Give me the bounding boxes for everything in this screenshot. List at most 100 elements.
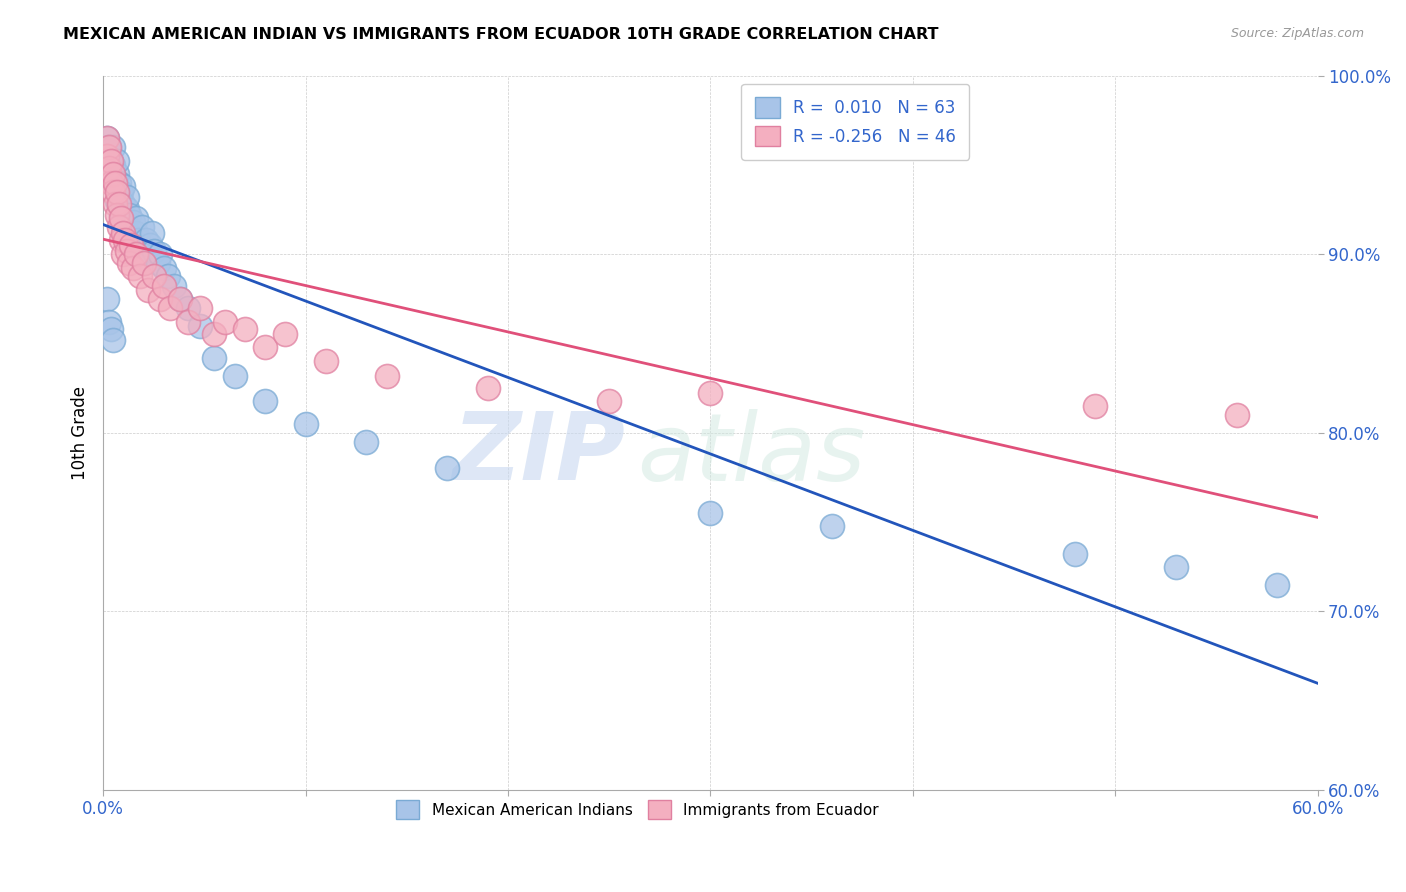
Point bbox=[136, 247, 159, 261]
Point bbox=[114, 211, 136, 226]
Point bbox=[274, 327, 297, 342]
Point bbox=[598, 393, 620, 408]
Point bbox=[1164, 559, 1187, 574]
Point bbox=[141, 226, 163, 240]
Point bbox=[104, 197, 127, 211]
Point bbox=[131, 220, 153, 235]
Y-axis label: 10th Grade: 10th Grade bbox=[72, 385, 89, 480]
Point bbox=[699, 386, 721, 401]
Point bbox=[103, 185, 125, 199]
Point bbox=[112, 247, 135, 261]
Point bbox=[122, 215, 145, 229]
Point bbox=[100, 167, 122, 181]
Point bbox=[233, 322, 256, 336]
Point bbox=[100, 154, 122, 169]
Point bbox=[104, 172, 127, 186]
Point bbox=[114, 226, 136, 240]
Point bbox=[146, 256, 169, 270]
Point bbox=[103, 333, 125, 347]
Point bbox=[112, 179, 135, 194]
Point bbox=[98, 315, 121, 329]
Point bbox=[96, 140, 118, 154]
Point bbox=[138, 238, 160, 252]
Point bbox=[149, 247, 172, 261]
Point bbox=[103, 140, 125, 154]
Point bbox=[121, 229, 143, 244]
Point bbox=[204, 327, 226, 342]
Point bbox=[169, 292, 191, 306]
Point bbox=[118, 256, 141, 270]
Point bbox=[354, 434, 377, 449]
Point bbox=[1084, 399, 1107, 413]
Point bbox=[1063, 547, 1085, 561]
Text: MEXICAN AMERICAN INDIAN VS IMMIGRANTS FROM ECUADOR 10TH GRADE CORRELATION CHART: MEXICAN AMERICAN INDIAN VS IMMIGRANTS FR… bbox=[63, 27, 939, 42]
Point bbox=[159, 301, 181, 315]
Point bbox=[153, 261, 176, 276]
Point bbox=[114, 233, 136, 247]
Point bbox=[122, 261, 145, 276]
Point bbox=[118, 220, 141, 235]
Point bbox=[163, 279, 186, 293]
Text: atlas: atlas bbox=[637, 409, 866, 500]
Point bbox=[177, 315, 200, 329]
Point bbox=[117, 190, 139, 204]
Point bbox=[375, 368, 398, 383]
Point bbox=[118, 208, 141, 222]
Point bbox=[117, 244, 139, 258]
Point bbox=[224, 368, 246, 383]
Point bbox=[110, 233, 132, 247]
Point bbox=[98, 140, 121, 154]
Point bbox=[112, 197, 135, 211]
Point bbox=[315, 354, 337, 368]
Point bbox=[294, 417, 316, 431]
Point bbox=[96, 149, 118, 163]
Point bbox=[108, 197, 131, 211]
Point bbox=[149, 292, 172, 306]
Point bbox=[214, 315, 236, 329]
Point bbox=[142, 268, 165, 283]
Text: ZIP: ZIP bbox=[453, 409, 626, 500]
Point bbox=[105, 208, 128, 222]
Point bbox=[96, 131, 118, 145]
Point bbox=[156, 268, 179, 283]
Point bbox=[127, 233, 149, 247]
Point bbox=[108, 176, 131, 190]
Point bbox=[124, 226, 146, 240]
Point bbox=[96, 292, 118, 306]
Point bbox=[142, 244, 165, 258]
Point bbox=[132, 256, 155, 270]
Point bbox=[436, 461, 458, 475]
Point bbox=[105, 185, 128, 199]
Point bbox=[110, 208, 132, 222]
Point bbox=[104, 176, 127, 190]
Point bbox=[821, 518, 844, 533]
Point bbox=[132, 256, 155, 270]
Point bbox=[103, 158, 125, 172]
Point bbox=[477, 381, 499, 395]
Point bbox=[128, 244, 150, 258]
Point bbox=[124, 247, 146, 261]
Point bbox=[104, 179, 127, 194]
Point bbox=[105, 167, 128, 181]
Point bbox=[177, 301, 200, 315]
Point bbox=[699, 506, 721, 520]
Point bbox=[128, 268, 150, 283]
Text: Source: ZipAtlas.com: Source: ZipAtlas.com bbox=[1230, 27, 1364, 40]
Point bbox=[188, 301, 211, 315]
Point bbox=[254, 340, 277, 354]
Legend: Mexican American Indians, Immigrants from Ecuador: Mexican American Indians, Immigrants fro… bbox=[391, 794, 884, 825]
Point bbox=[105, 194, 128, 208]
Point bbox=[254, 393, 277, 408]
Point bbox=[124, 211, 146, 226]
Point bbox=[103, 167, 125, 181]
Point bbox=[153, 279, 176, 293]
Point bbox=[1226, 408, 1249, 422]
Point bbox=[98, 140, 121, 154]
Point bbox=[98, 161, 121, 176]
Point bbox=[112, 215, 135, 229]
Point bbox=[105, 154, 128, 169]
Point bbox=[204, 351, 226, 365]
Point bbox=[121, 238, 143, 252]
Point bbox=[108, 197, 131, 211]
Point bbox=[100, 322, 122, 336]
